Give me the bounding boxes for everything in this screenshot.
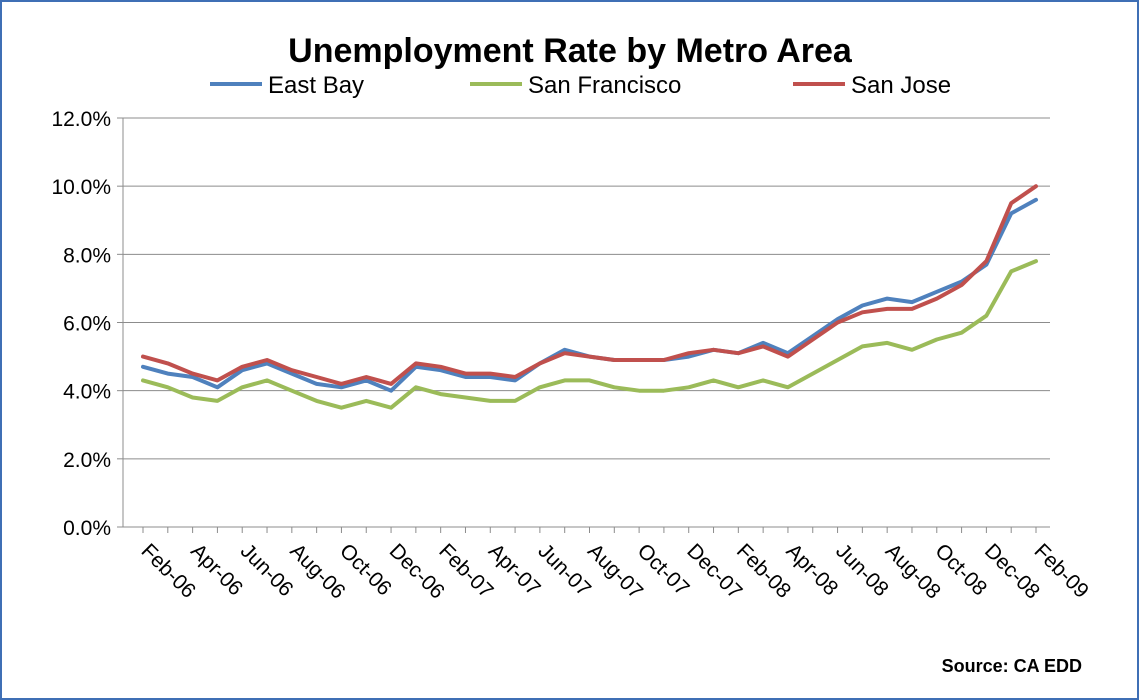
x-tick-label: Dec-07 — [682, 539, 746, 603]
x-tick-label: Dec-08 — [980, 539, 1044, 603]
x-tick-label: Apr-08 — [782, 539, 843, 600]
y-tick-label: 10.0% — [51, 176, 111, 199]
y-tick-label: 4.0% — [63, 381, 111, 404]
y-axis: 0.0% 2.0% 4.0% 6.0% 8.0% 10.0% 12.0% — [51, 108, 124, 540]
x-tick-label: Jun-08 — [831, 539, 893, 601]
x-axis: Feb-06Apr-06Jun-06Aug-06Oct-06Dec-06Feb-… — [123, 526, 1093, 604]
series-line-san-francisco — [141, 259, 1038, 410]
y-tick-label: 2.0% — [63, 449, 111, 472]
x-tick-label: Jun-06 — [236, 539, 298, 601]
x-tick-label: Aug-08 — [881, 539, 945, 603]
series-line-san-jose — [141, 184, 1038, 386]
x-tick-label: Aug-07 — [583, 539, 647, 603]
x-tick-label: Dec-06 — [385, 539, 449, 603]
x-tick-label: Feb-07 — [434, 539, 497, 602]
x-tick-label: Feb-09 — [1030, 539, 1093, 602]
y-tick-label: 0.0% — [63, 517, 111, 540]
gridlines — [123, 117, 1050, 528]
x-tick-label: Jun-07 — [534, 539, 596, 601]
y-tick-label: 12.0% — [51, 108, 111, 131]
series-lines — [141, 184, 1038, 410]
legend-label-san-francisco: San Francisco — [528, 72, 681, 99]
legend-label-east-bay: East Bay — [268, 72, 364, 99]
x-tick-label: Apr-06 — [186, 539, 247, 600]
x-tick-label: Feb-06 — [137, 539, 200, 602]
legend: East Bay San Francisco San Jose — [210, 72, 951, 99]
y-tick-label: 8.0% — [63, 244, 111, 267]
x-tick-label: Feb-08 — [732, 539, 795, 602]
x-tick-label: Aug-06 — [285, 539, 349, 603]
source-note: Source: CA EDD — [942, 656, 1082, 676]
x-tick-label: Apr-07 — [484, 539, 545, 600]
y-tick-label: 6.0% — [63, 313, 111, 336]
legend-label-san-jose: San Jose — [851, 72, 951, 99]
chart-title: Unemployment Rate by Metro Area — [288, 32, 853, 70]
